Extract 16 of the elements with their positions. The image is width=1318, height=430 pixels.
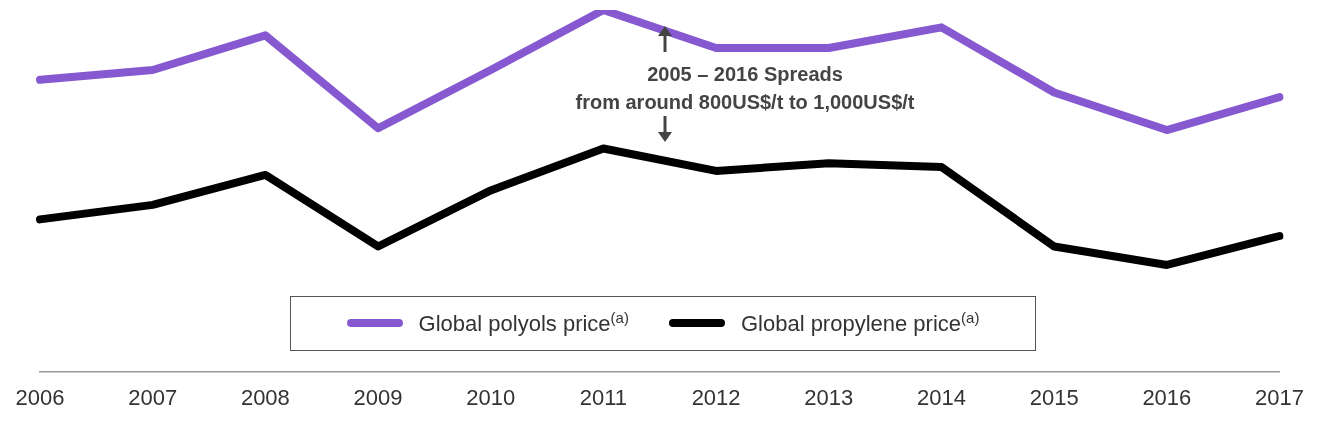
x-tick-label: 2016 (1142, 384, 1192, 410)
legend-label: Global polyols price$^{(a)}$ (418, 309, 629, 338)
x-tick-label: 2015 (1029, 384, 1079, 410)
x-tick-label: 2010 (466, 384, 516, 410)
x-tick-label: 2006 (15, 384, 65, 410)
x-tick-label: 2012 (691, 384, 741, 410)
x-tick-label: 2007 (128, 384, 178, 410)
x-tick-label: 2011 (579, 384, 628, 410)
x-tick-label: 2014 (917, 384, 966, 410)
x-tick-label: 2017 (1255, 384, 1305, 410)
x-tick-label: 2013 (804, 384, 854, 410)
legend-label: Global propylene price$^{(a)}$ (740, 309, 980, 338)
x-tick-label: 2008 (240, 384, 290, 410)
annotation: from around 800US$/t to 1,000US$/t (574, 90, 916, 115)
x-tick-label: 2009 (353, 384, 403, 410)
annotation: 2005 – 2016 Spreads (646, 62, 844, 87)
